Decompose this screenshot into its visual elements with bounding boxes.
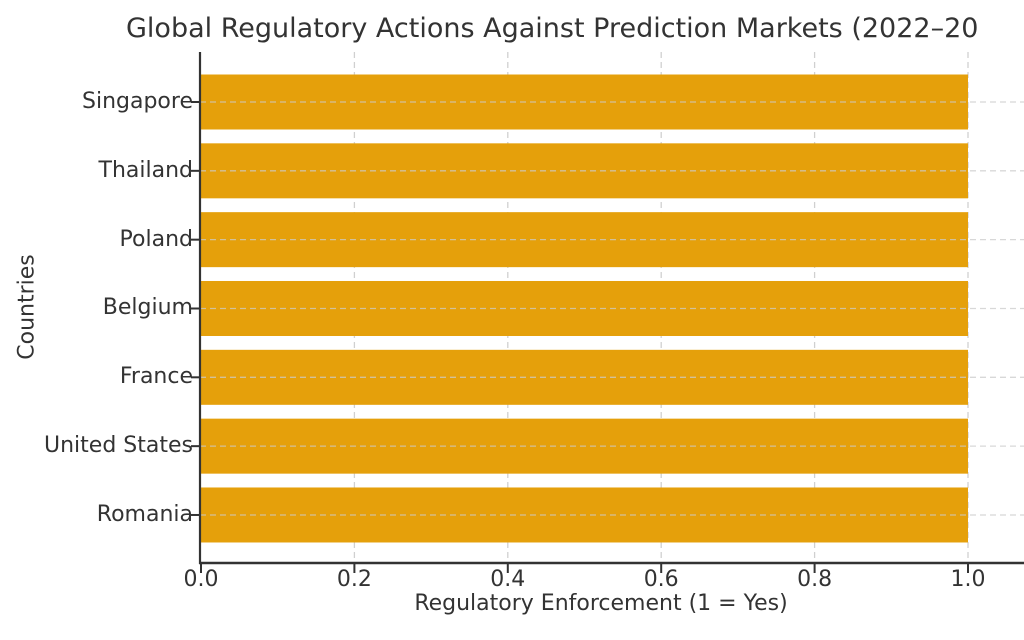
y-tick-label: Poland — [119, 226, 193, 252]
x-tick-label: 0.8 — [797, 567, 833, 592]
x-tick-label: 0.0 — [183, 567, 219, 592]
y-tick-label: Thailand — [98, 157, 193, 183]
x-tick-label: 0.2 — [336, 567, 372, 592]
x-tick-label: 1.0 — [950, 567, 986, 592]
x-tick-label: 0.4 — [490, 567, 526, 592]
y-tick-label: Belgium — [102, 295, 193, 321]
x-tick-label: 0.6 — [643, 567, 679, 592]
y-tick-label: France — [119, 364, 193, 390]
y-tick-label: Singapore — [82, 89, 193, 114]
y-tick-label: United States — [44, 433, 193, 459]
x-axis-label: Regulatory Enforcement (1 = Yes) — [414, 591, 788, 616]
y-tick-label: Romania — [96, 501, 193, 527]
chart-title: Global Regulatory Actions Against Predic… — [126, 13, 979, 44]
